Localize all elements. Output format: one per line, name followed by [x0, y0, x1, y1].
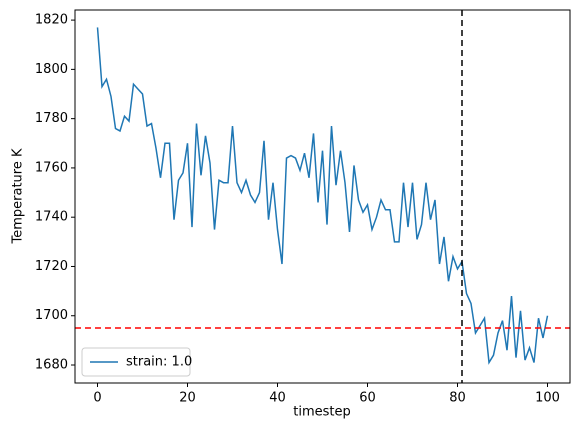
x-tick-label: 100 [535, 391, 560, 406]
y-tick-label: 1680 [35, 358, 68, 373]
legend-box [81, 347, 191, 377]
line-series [96, 27, 549, 365]
y-tick-label: 1700 [35, 308, 68, 323]
x-tick-label: 40 [269, 391, 286, 406]
y-tick-label: 1780 [35, 111, 68, 126]
plot-frame [74, 9, 571, 384]
x-tick-label: 20 [179, 391, 196, 406]
y-tick-label: 1820 [35, 13, 68, 28]
y-tick-label: 1720 [35, 259, 68, 274]
x-tick-label: 80 [449, 391, 466, 406]
x-tick-label: 60 [359, 391, 376, 406]
x-axis-label: timestep [293, 405, 351, 420]
y-axis-label: Temperature K [11, 148, 26, 244]
y-tick-label: 1740 [35, 210, 68, 225]
legend-label: strain: 1.0 [126, 355, 192, 370]
y-tick-label: 1800 [35, 62, 68, 77]
x-tick-label: 0 [93, 391, 101, 406]
y-tick-label: 1760 [35, 160, 68, 175]
